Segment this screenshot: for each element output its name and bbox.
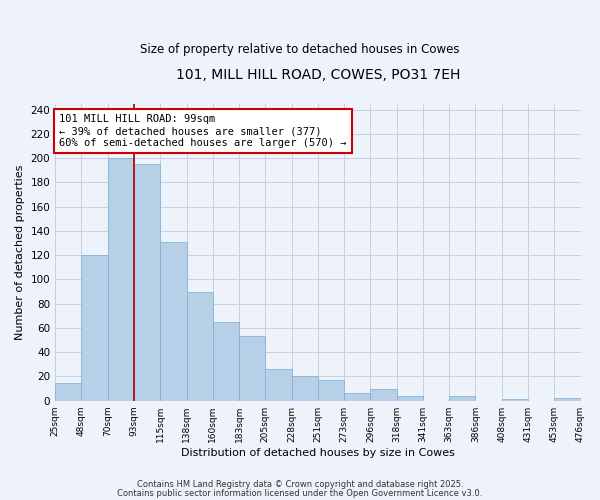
- Bar: [82, 255, 108, 400]
- Bar: [55, 382, 82, 400]
- Text: Contains public sector information licensed under the Open Government Licence v3: Contains public sector information licen…: [118, 488, 482, 498]
- X-axis label: Distribution of detached houses by size in Cowes: Distribution of detached houses by size …: [181, 448, 455, 458]
- Bar: [344, 394, 370, 400]
- Bar: [134, 164, 160, 400]
- Y-axis label: Number of detached properties: Number of detached properties: [15, 164, 25, 340]
- Bar: [239, 336, 265, 400]
- Bar: [160, 242, 187, 400]
- Title: 101, MILL HILL ROAD, COWES, PO31 7EH: 101, MILL HILL ROAD, COWES, PO31 7EH: [176, 68, 460, 82]
- Bar: [397, 396, 423, 400]
- Bar: [187, 292, 213, 401]
- Bar: [108, 158, 134, 400]
- Bar: [449, 396, 475, 400]
- Text: 101 MILL HILL ROAD: 99sqm
← 39% of detached houses are smaller (377)
60% of semi: 101 MILL HILL ROAD: 99sqm ← 39% of detac…: [59, 114, 347, 148]
- Bar: [554, 398, 581, 400]
- Bar: [265, 369, 292, 400]
- Text: Contains HM Land Registry data © Crown copyright and database right 2025.: Contains HM Land Registry data © Crown c…: [137, 480, 463, 489]
- Bar: [370, 388, 397, 400]
- Bar: [318, 380, 344, 400]
- Bar: [213, 322, 239, 400]
- Bar: [292, 376, 318, 400]
- Text: Size of property relative to detached houses in Cowes: Size of property relative to detached ho…: [140, 42, 460, 56]
